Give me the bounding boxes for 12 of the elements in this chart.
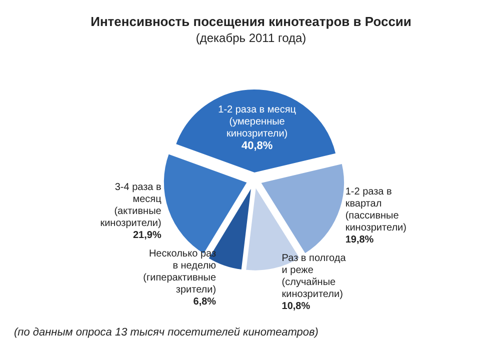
chart-subtitle: (декабрь 2011 года): [196, 31, 306, 45]
chart-title: Интенсивность посещения кинотеатров в России: [90, 14, 412, 29]
data-label: 21,9%: [132, 230, 162, 242]
slice-label: 1-2 раза в квартал (пассивные кинозрители): [345, 186, 406, 234]
slice-label: Раз в полгода и реже (случайные кинозрители): [282, 252, 346, 300]
data-label: 40,8%: [241, 140, 273, 152]
data-label: 6,8%: [193, 296, 216, 308]
text: (по данным опроса 13 тысяч посетителей кинотеатров): [14, 326, 319, 338]
data-label: 19,8%: [345, 234, 374, 246]
data-label: 10,8%: [282, 300, 310, 312]
slice-label: 1-2 раза в месяц (умеренные кинозрители): [218, 104, 296, 140]
slice-label: 3-4 раза в месяц (активные кинозрители): [100, 182, 162, 230]
